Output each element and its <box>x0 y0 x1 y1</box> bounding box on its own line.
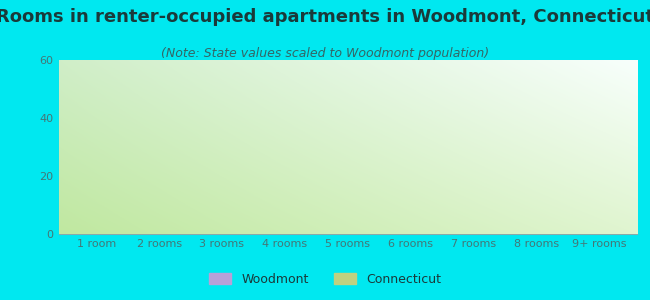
Bar <box>391 150 411 234</box>
Bar <box>139 190 159 234</box>
Bar <box>285 118 305 234</box>
Bar <box>536 228 556 234</box>
Bar <box>454 205 473 234</box>
Bar <box>76 179 96 234</box>
Text: Rooms in renter-occupied apartments in Woodmont, Connecticut: Rooms in renter-occupied apartments in W… <box>0 8 650 26</box>
Bar <box>222 141 242 234</box>
Bar <box>202 202 222 234</box>
Bar <box>579 205 599 234</box>
Bar <box>599 225 619 234</box>
Text: (Note: State values scaled to Woodmont population): (Note: State values scaled to Woodmont p… <box>161 46 489 59</box>
Text: © City-Data.com: © City-Data.com <box>538 65 625 75</box>
Bar <box>516 156 536 234</box>
Bar <box>328 141 348 234</box>
Bar <box>96 205 116 234</box>
Bar <box>473 217 493 234</box>
Legend: Woodmont, Connecticut: Woodmont, Connecticut <box>204 268 446 291</box>
Bar <box>265 225 285 234</box>
Bar <box>348 150 368 234</box>
Bar <box>411 190 431 234</box>
Bar <box>159 190 179 234</box>
